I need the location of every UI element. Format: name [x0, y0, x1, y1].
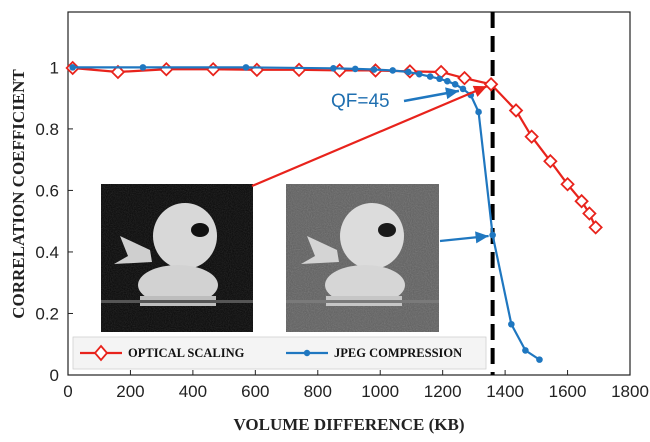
- arrow-optical-inset: [251, 85, 488, 188]
- data-point-optical-scaling: [588, 220, 603, 235]
- legend-swatch-jpeg-marker: [303, 349, 311, 357]
- x-tick-label: 1200: [424, 382, 462, 401]
- y-tick-label: 0: [50, 366, 59, 385]
- data-point-jpeg-compression: [508, 320, 515, 328]
- x-tick-label: 1400: [486, 382, 524, 401]
- y-tick-label: 0.8: [35, 120, 59, 139]
- axis-ticks: 0 200 400 600 800 1000 1200 1400 1600 1800 0 0.2 0.4…: [35, 58, 649, 401]
- y-tick-label: 0.2: [35, 304, 59, 323]
- data-point-jpeg-compression: [330, 64, 337, 72]
- data-point-optical-scaling: [508, 103, 524, 118]
- data-point-optical-scaling: [249, 62, 265, 78]
- series-line-jpeg-compression: [72, 66, 541, 361]
- x-tick-label: 200: [116, 382, 144, 401]
- data-point-jpeg-compression: [405, 68, 412, 76]
- inset-optical-scaling: [101, 184, 253, 332]
- x-tick-label: 1600: [549, 382, 587, 401]
- x-tick-label: 400: [179, 382, 207, 401]
- data-point-optical-scaling: [524, 129, 539, 144]
- legend-swatch-optical-marker: [93, 344, 109, 362]
- data-point-jpeg-compression: [351, 65, 359, 73]
- data-point-optical-scaling: [457, 70, 472, 86]
- data-point-jpeg-compression: [475, 108, 482, 116]
- arrow-optical-inset-head: [472, 85, 488, 97]
- data-point-jpeg-compression: [242, 64, 250, 71]
- y-tick-label: 1: [50, 58, 59, 77]
- x-tick-label: 1000: [361, 382, 399, 401]
- legend-box: [72, 336, 487, 370]
- duck-silhouette-optical: [101, 203, 253, 306]
- data-point-jpeg-compression: [536, 356, 543, 363]
- data-point-jpeg-compression: [522, 347, 529, 354]
- data-point-jpeg-compression: [436, 75, 443, 83]
- duck-silhouette-jpeg: [286, 203, 439, 306]
- plot-area: [67, 11, 631, 376]
- data-point-jpeg-compression: [370, 66, 378, 73]
- data-point-optical-scaling: [159, 61, 174, 77]
- x-tick-label: 600: [241, 382, 269, 401]
- data-point-optical-scaling: [582, 206, 597, 221]
- y-tick-label: 0.4: [35, 243, 59, 262]
- legend: OPTICAL SCALING JPEG COMPRESSION: [72, 336, 487, 370]
- data-point-jpeg-compression: [415, 70, 423, 78]
- x-tick-label: 1800: [611, 382, 649, 401]
- data-point-jpeg-compression: [444, 77, 451, 85]
- data-point-optical-scaling: [291, 62, 307, 78]
- series-layer: [65, 60, 603, 363]
- data-point-jpeg-compression: [69, 64, 76, 71]
- arrow-jpeg-inset-head: [475, 231, 489, 244]
- x-axis-title: VOLUME DIFFERENCE (KB): [233, 415, 464, 434]
- y-tick-label: 0.6: [35, 181, 59, 200]
- legend-label-optical: OPTICAL SCALING: [128, 346, 245, 360]
- x-tick-label: 800: [304, 382, 332, 401]
- y-axis-title: CORRELATION COEFFICIENT: [9, 69, 28, 319]
- data-point-jpeg-compression: [139, 64, 147, 71]
- data-point-jpeg-compression: [426, 73, 434, 80]
- annotation-arrows: [251, 85, 489, 244]
- x-tick-label: 0: [63, 382, 72, 401]
- inset-jpeg-compression: [286, 184, 439, 332]
- data-point-jpeg-compression: [389, 67, 397, 74]
- data-point-optical-scaling: [560, 176, 575, 192]
- arrow-qf45-head: [445, 87, 459, 100]
- legend-label-jpeg: JPEG COMPRESSION: [334, 346, 462, 360]
- data-point-optical-scaling: [574, 193, 589, 209]
- data-point-jpeg-compression: [459, 85, 467, 93]
- annotation-qf45: QF=45: [331, 91, 390, 112]
- data-point-jpeg-compression: [489, 231, 496, 239]
- data-point-optical-scaling: [205, 61, 221, 77]
- data-point-optical-scaling: [110, 64, 126, 80]
- data-point-optical-scaling: [543, 153, 558, 169]
- data-point-jpeg-compression: [451, 80, 459, 88]
- data-point-optical-scaling: [483, 77, 499, 92]
